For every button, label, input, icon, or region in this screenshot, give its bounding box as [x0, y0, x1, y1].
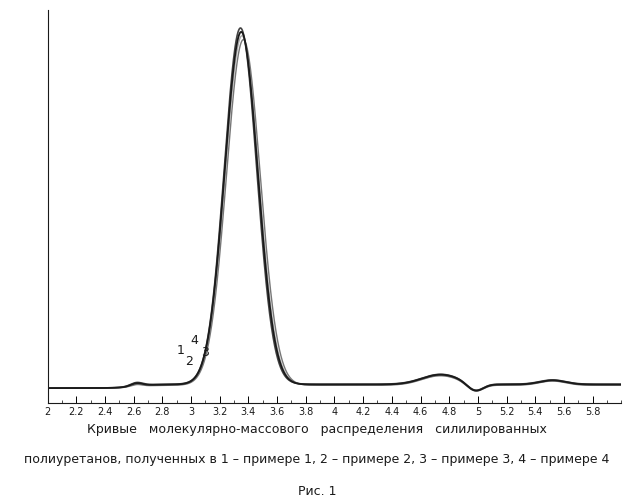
- Text: 3: 3: [202, 346, 209, 358]
- Text: 2: 2: [186, 356, 193, 368]
- Text: 4: 4: [190, 334, 198, 346]
- Text: полиуретанов, полученных в 1 – примере 1, 2 – примере 2, 3 – примере 3, 4 – прим: полиуретанов, полученных в 1 – примере 1…: [24, 452, 610, 466]
- Text: Рис. 1: Рис. 1: [298, 485, 336, 498]
- Text: 1: 1: [177, 344, 185, 358]
- Text: Кривые   молекулярно-массового   распределения   силилированных: Кривые молекулярно-массового распределен…: [87, 422, 547, 436]
